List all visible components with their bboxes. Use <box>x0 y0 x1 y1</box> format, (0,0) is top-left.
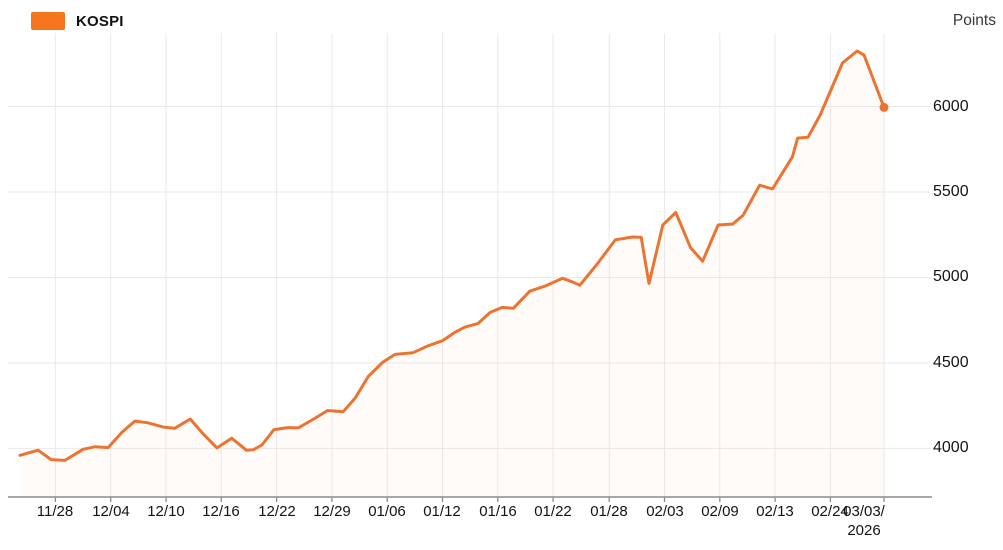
x-axis-label: 01/28 <box>590 503 628 520</box>
x-axis-label: 11/28 <box>36 503 74 520</box>
legend-label: KOSPI <box>76 12 124 30</box>
x-axis-label: 02/03 <box>646 503 684 520</box>
y-axis-label: 5000 <box>933 268 969 285</box>
x-axis-label: 01/22 <box>534 503 572 520</box>
y-axis-label: 4500 <box>933 354 969 371</box>
y-axis-label: 4000 <box>933 439 969 456</box>
y-axis-label: 5500 <box>933 183 969 200</box>
area-series-kospi <box>20 51 884 497</box>
x-axis-label: 02/13 <box>756 503 794 520</box>
legend[interactable]: KOSPI <box>31 12 124 30</box>
x-axis-label: 12/22 <box>258 503 296 520</box>
x-axis-label: 12/10 <box>147 503 185 520</box>
x-axis-label: 03/03/ 2026 <box>843 503 885 539</box>
x-axis-label: 12/16 <box>202 503 240 520</box>
legend-swatch-kospi <box>31 12 65 30</box>
x-axis-label: 12/04 <box>92 503 130 520</box>
line-series-kospi <box>18 49 886 462</box>
x-axis-label: 01/12 <box>423 503 461 520</box>
y-axis-unit-label: Points <box>952 12 996 29</box>
x-axis-label: 02/24 <box>811 503 849 520</box>
x-axis-label: 01/06 <box>368 503 406 520</box>
x-axis-label: 12/29 <box>313 503 351 520</box>
end-point-marker <box>879 102 889 112</box>
x-axis-label: 02/09 <box>701 503 739 520</box>
y-axis-label: 6000 <box>933 98 969 115</box>
x-axis-label: 01/16 <box>479 503 517 520</box>
